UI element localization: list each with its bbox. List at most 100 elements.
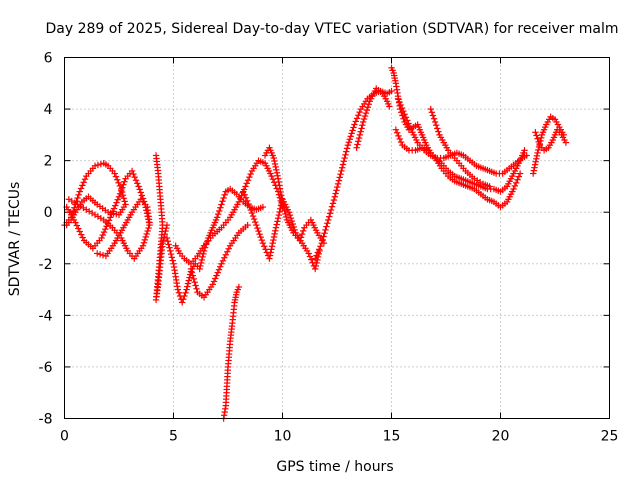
data-point-marker	[434, 125, 441, 132]
y-tick-label: -4	[39, 308, 53, 324]
data-point-marker	[272, 224, 280, 231]
data-point-marker	[392, 126, 400, 133]
data-point-marker	[406, 123, 414, 130]
data-point-marker	[196, 265, 203, 273]
data-point-marker	[276, 185, 284, 192]
data-point-marker	[174, 286, 182, 293]
data-point-marker	[247, 206, 255, 214]
data-point-marker	[273, 166, 280, 174]
data-point-marker	[339, 161, 347, 168]
data-point-marker	[213, 272, 220, 279]
data-point-marker	[250, 215, 258, 223]
data-point-marker	[220, 194, 227, 202]
data-point-marker	[113, 199, 120, 206]
data-point-marker	[75, 191, 82, 199]
data-point-marker	[337, 170, 344, 178]
data-point-marker	[360, 115, 368, 123]
data-point-marker	[288, 217, 296, 225]
data-point-marker	[275, 211, 283, 219]
data-point-marker	[305, 250, 312, 257]
data-point-marker	[296, 237, 304, 244]
data-point-marker	[76, 188, 83, 195]
data-point-marker	[285, 209, 293, 216]
data-point-marker	[108, 211, 115, 218]
data-point-marker	[257, 233, 264, 241]
data-point-marker	[537, 134, 545, 142]
data-point-marker	[214, 210, 222, 218]
data-point-marker	[357, 128, 364, 135]
data-point-marker	[183, 286, 190, 293]
data-point-marker	[280, 204, 288, 212]
series-track-e	[163, 185, 267, 306]
data-point-marker	[137, 189, 144, 196]
data-point-marker	[350, 124, 357, 131]
data-point-marker	[338, 164, 346, 171]
data-point-marker	[219, 257, 227, 264]
data-point-marker	[358, 125, 365, 132]
data-point-marker	[99, 231, 107, 239]
data-point-marker	[213, 214, 221, 221]
data-point-marker	[175, 289, 183, 296]
data-point-marker	[287, 214, 295, 222]
data-point-marker	[266, 252, 274, 259]
data-point-marker	[289, 220, 296, 228]
data-point-marker	[168, 254, 176, 261]
data-point-marker	[217, 263, 224, 270]
data-point-marker	[111, 170, 118, 177]
data-point-marker	[514, 176, 521, 183]
data-point-marker	[252, 218, 259, 226]
data-point-marker	[217, 204, 224, 211]
data-point-marker	[187, 265, 195, 273]
data-point-marker	[318, 239, 325, 247]
y-tick-label: -6	[39, 360, 53, 376]
data-point-marker	[216, 207, 223, 215]
data-point-marker	[186, 274, 193, 281]
data-point-marker	[143, 230, 150, 238]
data-point-marker	[121, 198, 128, 205]
data-point-marker	[144, 227, 151, 235]
data-point-marker	[262, 246, 269, 253]
data-point-marker	[225, 245, 232, 252]
data-point-marker	[532, 129, 539, 136]
data-point-marker	[343, 148, 350, 155]
series-track-l	[353, 85, 393, 151]
data-point-marker	[121, 178, 128, 185]
data-point-marker	[342, 151, 349, 159]
data-point-marker	[140, 239, 148, 246]
data-point-marker	[219, 198, 226, 205]
data-point-marker	[266, 255, 273, 262]
data-point-marker	[274, 218, 281, 225]
data-point-marker	[109, 208, 116, 215]
data-point-marker	[343, 145, 351, 152]
data-point-marker	[221, 191, 228, 199]
data-point-marker	[210, 278, 218, 285]
data-point-marker	[354, 141, 361, 148]
data-point-marker	[184, 283, 191, 290]
data-point-marker	[355, 138, 362, 145]
data-point-marker	[280, 201, 287, 209]
data-point-marker	[185, 277, 192, 284]
data-point-marker	[323, 223, 330, 230]
data-point-marker	[259, 203, 267, 211]
data-point-marker	[428, 109, 436, 116]
chart-title: Day 289 of 2025, Sidereal Day-to-day VTE…	[46, 21, 619, 37]
data-point-marker	[116, 190, 124, 197]
data-point-marker	[297, 234, 305, 241]
data-point-marker	[534, 149, 541, 157]
data-point-marker	[363, 106, 371, 114]
x-tick-label: 20	[492, 429, 510, 445]
data-point-marker	[435, 128, 442, 135]
data-point-marker	[351, 121, 358, 128]
data-point-marker	[114, 176, 121, 183]
data-point-marker	[119, 184, 126, 191]
data-point-marker	[334, 180, 342, 188]
data-point-marker	[533, 132, 540, 139]
data-point-marker	[242, 183, 249, 190]
data-point-marker	[161, 230, 168, 238]
data-point-marker	[162, 227, 169, 235]
data-point-marker	[77, 185, 85, 192]
data-point-marker	[405, 120, 412, 127]
data-point-marker	[313, 252, 320, 259]
data-point-marker	[511, 182, 519, 190]
data-point-marker	[164, 238, 171, 245]
